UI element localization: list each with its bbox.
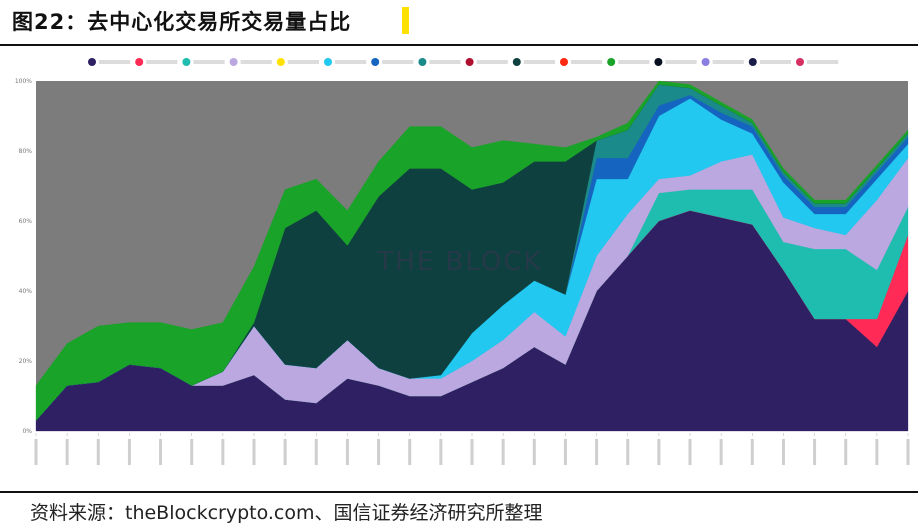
watermark: THE BLOCK <box>376 247 542 277</box>
stacked-area-chart: 0% 20% 40% 60% 80% 100% THE BLOCK <box>15 58 910 465</box>
legend-swatch <box>88 58 96 66</box>
x-tick-label-illegible <box>750 439 754 465</box>
legend-label-illegible <box>571 60 603 64</box>
x-tick-label-illegible <box>190 439 194 465</box>
x-tick-label-illegible <box>563 439 567 465</box>
legend-swatch <box>607 58 616 66</box>
x-tick-label-illegible <box>408 439 412 465</box>
x-tick-label-illegible <box>688 439 692 465</box>
legend-label-illegible <box>712 60 744 64</box>
legend-swatch <box>229 58 238 66</box>
legend-label-illegible <box>476 60 508 64</box>
x-tick-label-illegible <box>345 439 349 465</box>
x-tick-label-illegible <box>314 439 318 465</box>
legend-swatch <box>654 58 663 66</box>
x-tick-label-illegible <box>501 439 505 465</box>
legend-swatch <box>276 58 285 66</box>
y-tick-label: 100% <box>15 78 32 85</box>
x-tick-label-illegible <box>252 439 256 465</box>
y-tick-label: 40% <box>19 288 33 295</box>
bottom-rule <box>0 491 918 493</box>
y-tick-label: 80% <box>19 148 33 155</box>
legend-swatch <box>560 58 568 66</box>
legend-swatch <box>512 58 521 66</box>
series-area-12 <box>35 80 909 421</box>
y-tick-label: 20% <box>19 358 33 365</box>
x-tick-label-illegible <box>813 439 817 465</box>
top-rule <box>0 44 918 46</box>
legend-label-illegible <box>429 60 461 64</box>
x-tick-label-illegible <box>283 439 287 465</box>
legend-swatch <box>748 58 757 66</box>
source-note: 资料来源：theBlockcrypto.com、国信证券经济研究所整理 <box>30 502 543 524</box>
legend-swatch <box>796 58 804 66</box>
x-tick-label-illegible <box>844 439 848 465</box>
plot-area <box>35 80 909 432</box>
y-tick-label: 60% <box>19 218 33 225</box>
title-accent-bar <box>402 7 409 34</box>
legend-swatch <box>324 58 332 66</box>
x-tick-label-illegible <box>96 439 100 465</box>
x-tick-label-illegible <box>875 439 879 465</box>
y-axis: 0% 20% 40% 60% 80% 100% <box>15 78 32 435</box>
x-tick-label-illegible <box>439 439 443 465</box>
legend-label-illegible <box>665 60 697 64</box>
y-tick-label: 0% <box>22 428 32 435</box>
legend-label-illegible <box>807 60 839 64</box>
legend-label-illegible <box>99 60 131 64</box>
x-tick-label-illegible <box>127 439 131 465</box>
x-tick-label-illegible <box>377 439 381 465</box>
legend-label-illegible <box>146 60 178 64</box>
x-tick-label-illegible <box>906 439 910 465</box>
x-tick-label-illegible <box>159 439 163 465</box>
x-tick-label-illegible <box>221 439 225 465</box>
legend-label-illegible <box>523 60 555 64</box>
chart-legend <box>88 58 839 66</box>
x-tick-label-illegible <box>65 439 69 465</box>
legend-swatch <box>182 58 191 66</box>
x-tick-label-illegible <box>781 439 785 465</box>
figure-title: 图22：去中心化交易所交易量占比 <box>12 10 352 34</box>
legend-swatch <box>465 58 474 66</box>
legend-label-illegible <box>240 60 272 64</box>
x-tick-label-illegible <box>595 439 599 465</box>
legend-label-illegible <box>618 60 650 64</box>
legend-label-illegible <box>193 60 225 64</box>
x-tick-label-illegible <box>657 439 661 465</box>
x-tick-label-illegible <box>34 439 38 465</box>
legend-label-illegible <box>287 60 319 64</box>
x-axis <box>34 433 910 465</box>
legend-swatch <box>701 58 710 66</box>
legend-label-illegible <box>382 60 414 64</box>
x-tick-label-illegible <box>532 439 536 465</box>
x-tick-label-illegible <box>719 439 723 465</box>
legend-label-illegible <box>335 60 367 64</box>
legend-swatch <box>135 58 144 66</box>
legend-label-illegible <box>759 60 791 64</box>
legend-swatch <box>371 58 380 66</box>
x-tick-label-illegible <box>470 439 474 465</box>
x-tick-label-illegible <box>626 439 630 465</box>
legend-swatch <box>418 58 427 66</box>
